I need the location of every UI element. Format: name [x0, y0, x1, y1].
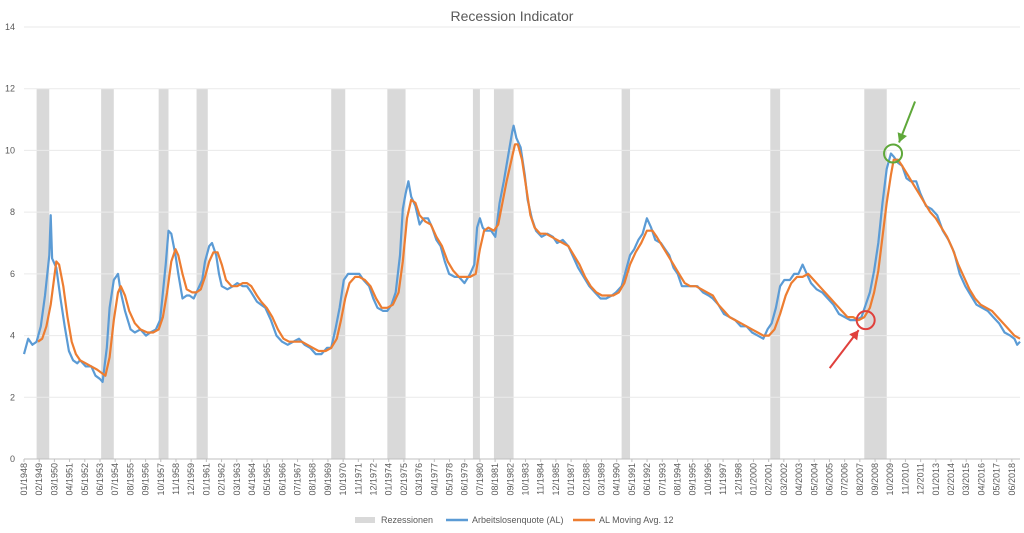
legend-item-rezessionen: Rezessionen	[355, 515, 433, 525]
y-tick-label: 14	[5, 22, 15, 32]
x-tick-label: 07/1954	[110, 463, 120, 496]
x-tick-label: 07/1993	[657, 463, 667, 496]
x-tick-label: 05/2017	[992, 463, 1002, 496]
green-arrow	[897, 101, 916, 143]
x-tick-label: 08/1994	[672, 463, 682, 496]
x-tick-label: 10/1957	[156, 463, 166, 496]
series-line-al-moving-avg	[37, 143, 1021, 377]
legend-item-al: Arbeitslosenquote (AL)	[446, 515, 564, 525]
legend: Rezessionen Arbeitslosenquote (AL) AL Movi…	[355, 515, 674, 525]
arrow-head	[897, 132, 907, 143]
x-tick-label: 09/1982	[505, 463, 515, 496]
x-tick-label: 01/1961	[201, 463, 211, 496]
y-tick-label: 4	[10, 331, 15, 341]
legend-label: Rezessionen	[381, 515, 433, 525]
x-tick-label: 01/1987	[566, 463, 576, 496]
x-tick-label: 10/1996	[703, 463, 713, 496]
series-lines	[22, 124, 1021, 383]
x-tick-label: 11/1984	[536, 463, 546, 495]
x-tick-label: 12/1998	[733, 463, 743, 496]
x-tick-label: 01/2013	[931, 463, 941, 496]
green-circle-marker	[883, 143, 904, 164]
x-tick-label: 08/1955	[125, 463, 135, 496]
x-tick-label: 04/2016	[976, 463, 986, 496]
x-tick-label: 01/2000	[748, 463, 758, 496]
x-tick-label: 10/1983	[521, 463, 531, 496]
x-tick-label: 03/1950	[49, 463, 59, 496]
x-tick-label: 03/1989	[596, 463, 606, 496]
x-tick-label: 06/1953	[95, 463, 105, 496]
x-tick-label: 12/1985	[551, 463, 561, 496]
x-tick-label: 02/1949	[34, 463, 44, 496]
x-tick-label: 03/1963	[232, 463, 242, 496]
x-tick-label: 05/1965	[262, 463, 272, 496]
x-tick-label: 11/1971	[353, 463, 363, 495]
x-tick-label: 08/1968	[308, 463, 318, 496]
x-tick-label: 10/2009	[885, 463, 895, 496]
x-tick-label: 09/1995	[688, 463, 698, 496]
x-tick-label: 05/1952	[80, 463, 90, 496]
x-tick-label: 06/2005	[824, 463, 834, 496]
x-tick-label: 08/1981	[490, 463, 500, 496]
x-tick-label: 09/1956	[141, 463, 151, 496]
red-arrow	[828, 329, 860, 369]
x-tick-label: 02/2001	[764, 463, 774, 496]
x-tick-label: 11/1997	[718, 463, 728, 495]
x-tick-label: 12/1959	[186, 463, 196, 496]
legend-item-al-moving-avg: AL Moving Avg. 12	[573, 515, 674, 525]
x-tick-label: 07/2006	[840, 463, 850, 496]
x-tick-label: 04/2003	[794, 463, 804, 496]
y-tick-label: 8	[10, 207, 15, 217]
x-tick-label: 04/1990	[612, 463, 622, 496]
x-tick-label: 09/1969	[323, 463, 333, 496]
x-tick-label: 10/1970	[338, 463, 348, 496]
x-tick-label: 07/1980	[475, 463, 485, 496]
y-axis: 0 2 4 6 8 10 12 14	[5, 22, 15, 464]
red-circle-marker	[855, 310, 876, 331]
x-tick-label: 06/2018	[1007, 463, 1017, 496]
x-tick-label: 06/1979	[460, 463, 470, 496]
x-tick-label: 04/1964	[247, 463, 257, 496]
y-tick-label: 6	[10, 269, 15, 279]
x-tick-label: 09/2008	[870, 463, 880, 496]
x-tick-label: 03/2015	[961, 463, 971, 496]
x-tick-label: 03/1976	[414, 463, 424, 496]
y-tick-label: 2	[10, 392, 15, 402]
x-tick-label: 04/1977	[429, 463, 439, 496]
x-tick-label: 01/1948	[19, 463, 29, 496]
legend-label: Arbeitslosenquote (AL)	[472, 515, 564, 525]
x-tick-label: 12/1972	[369, 463, 379, 496]
x-tick-label: 05/2004	[809, 463, 819, 496]
x-tick-label: 07/1967	[293, 463, 303, 496]
x-tick-label: 11/2010	[900, 463, 910, 495]
x-axis: 01/1948 02/1949 03/1950 04/1951 05/1952 06/19…	[19, 459, 1017, 496]
x-tick-label: 01/1974	[384, 463, 394, 496]
y-tick-label: 12	[5, 84, 15, 94]
x-tick-label: 12/2011	[916, 463, 926, 495]
x-tick-label: 03/2002	[779, 463, 789, 496]
x-tick-label: 05/1978	[445, 463, 455, 496]
series-line-al	[22, 124, 1021, 383]
y-tick-label: 10	[5, 145, 15, 155]
arrow-head	[849, 330, 859, 341]
y-gridlines	[24, 26, 1020, 460]
x-tick-label: 06/1966	[277, 463, 287, 496]
y-tick-label: 0	[10, 454, 15, 464]
x-tick-label: 08/2007	[855, 463, 865, 496]
chart-title: Recession Indicator	[451, 8, 574, 24]
annotations	[828, 101, 916, 369]
x-tick-label: 02/1975	[399, 463, 409, 496]
legend-label: AL Moving Avg. 12	[599, 515, 674, 525]
legend-swatch	[355, 517, 375, 523]
x-tick-label: 02/1988	[581, 463, 591, 496]
x-tick-label: 04/1951	[65, 463, 75, 496]
x-tick-label: 11/1958	[171, 463, 181, 495]
x-tick-label: 02/2014	[946, 463, 956, 496]
x-tick-label: 06/1992	[642, 463, 652, 496]
x-tick-label: 05/1991	[627, 463, 637, 496]
x-tick-label: 02/1962	[217, 463, 227, 496]
